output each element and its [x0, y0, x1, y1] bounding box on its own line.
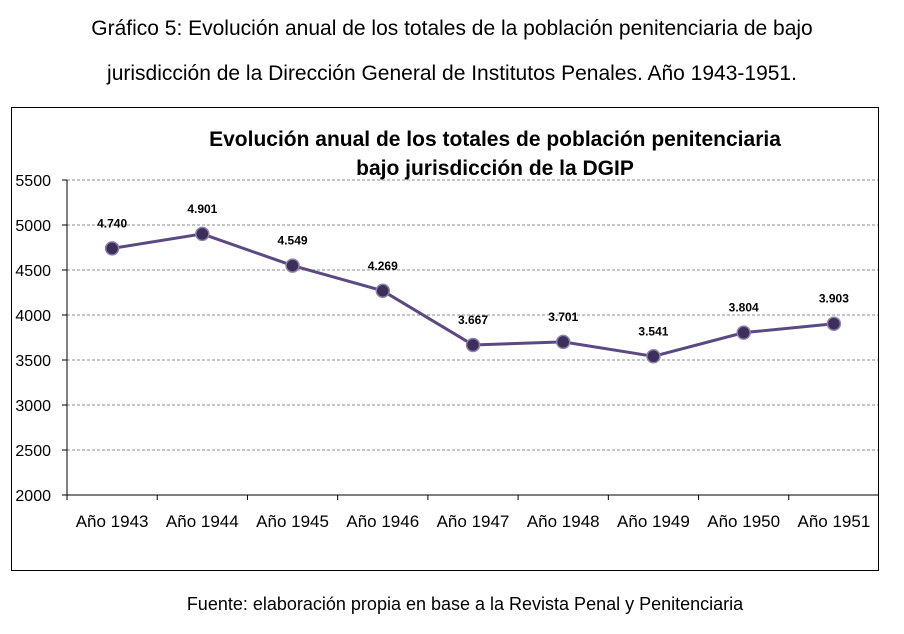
x-tick-label: Año 1951	[797, 512, 870, 531]
y-tick-label: 2000	[15, 488, 51, 505]
x-tick-label: Año 1947	[437, 512, 510, 531]
x-tick-label: Año 1945	[256, 512, 329, 531]
data-label: 3.804	[729, 301, 759, 315]
y-axis-ticks: 2000 2500 3000 3500 4000 4500 5000 5500	[15, 173, 51, 505]
data-label: 3.903	[819, 292, 849, 306]
data-point	[736, 325, 751, 340]
data-point	[375, 283, 391, 299]
x-tick-label: Año 1950	[707, 512, 780, 531]
data-label: 3.541	[638, 324, 668, 338]
data-point	[826, 316, 842, 331]
figure-caption-line-2: jurisdicción de la Dirección General de …	[107, 62, 797, 85]
y-tick-label: 4000	[15, 308, 51, 325]
data-label: 4.549	[278, 234, 308, 248]
y-tick-label: 2500	[15, 443, 51, 460]
data-label: 3.667	[458, 313, 488, 327]
x-axis-ticks: Año 1943 Año 1944 Año 1945 Año 1946 Año 1947…	[76, 512, 871, 531]
y-tick-label: 4500	[15, 263, 51, 280]
data-labels: 4.740 4.901 4.549 4.269 3.667 3.701 3.541 3.804…	[97, 202, 849, 338]
data-label: 4.269	[368, 259, 398, 273]
data-point	[646, 349, 661, 364]
data-markers	[104, 226, 842, 364]
source-note: Fuente: elaboración propia en base a la …	[186, 594, 744, 614]
data-label: 4.901	[187, 202, 217, 216]
y-tick-label: 3500	[15, 353, 51, 370]
data-label: 3.701	[548, 310, 578, 324]
figure-caption-line-1: Gráfico 5: Evolución anual de los totale…	[91, 17, 813, 40]
chart-frame: Evolución anual de los totales de poblac…	[11, 107, 880, 571]
x-tick-label: Año 1944	[166, 512, 239, 531]
x-tick-label: Año 1946	[346, 512, 419, 531]
axes	[62, 179, 880, 500]
chart-title-line-1: Evolución anual de los totales de poblac…	[209, 128, 781, 151]
data-point	[465, 337, 481, 353]
x-tick-label: Año 1943	[76, 512, 149, 531]
gridlines	[67, 179, 879, 451]
line-chart: Evolución anual de los totales de poblac…	[15, 128, 880, 531]
y-tick-label: 3000	[15, 398, 51, 415]
x-tick-label: Año 1949	[617, 512, 690, 531]
x-tick-label: Año 1948	[527, 512, 600, 531]
y-tick-label: 5000	[15, 218, 51, 235]
data-point	[555, 334, 571, 350]
chart-title-line-2: bajo jurisdicción de la DGIP	[356, 157, 634, 180]
data-point	[104, 241, 120, 256]
y-tick-label: 5500	[15, 173, 51, 190]
data-label: 4.740	[97, 216, 127, 230]
data-point	[285, 258, 300, 273]
data-point	[195, 226, 210, 242]
